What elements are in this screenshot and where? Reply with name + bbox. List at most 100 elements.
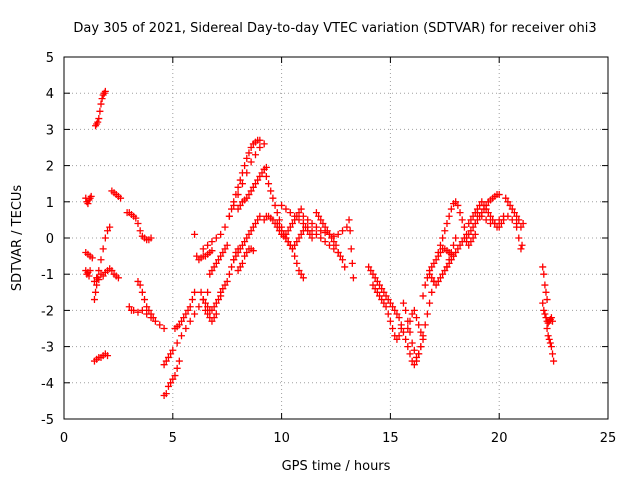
data-point xyxy=(180,314,188,322)
data-point xyxy=(238,180,246,188)
data-point xyxy=(199,296,207,304)
data-point xyxy=(415,350,423,358)
data-point xyxy=(408,310,416,318)
x-tick-label: 10 xyxy=(273,431,290,446)
data-point xyxy=(328,234,336,242)
data-point xyxy=(489,216,497,224)
series-arc-13 xyxy=(171,288,199,332)
data-point xyxy=(395,314,403,322)
data-point xyxy=(469,212,477,220)
data-point xyxy=(399,299,407,307)
data-point xyxy=(84,200,92,208)
data-point xyxy=(321,238,329,246)
data-point xyxy=(167,350,175,358)
data-point xyxy=(426,270,434,278)
data-point xyxy=(445,259,453,267)
y-tick-label: -2 xyxy=(41,304,54,319)
series-arc-6 xyxy=(90,350,112,365)
data-point xyxy=(286,223,294,231)
data-point xyxy=(151,317,159,325)
data-point xyxy=(343,223,351,231)
data-points xyxy=(82,87,558,399)
data-point xyxy=(547,314,555,322)
data-point xyxy=(149,314,157,322)
data-point xyxy=(258,169,266,177)
data-point xyxy=(467,227,475,235)
data-point xyxy=(169,346,177,354)
data-point xyxy=(510,209,518,217)
data-point xyxy=(141,296,149,304)
data-point xyxy=(134,277,142,285)
data-point xyxy=(234,205,242,213)
data-point xyxy=(319,220,327,228)
data-point xyxy=(212,299,220,307)
data-point xyxy=(238,259,246,267)
data-point xyxy=(160,361,168,369)
data-point xyxy=(312,223,320,231)
data-point xyxy=(208,317,216,325)
data-point xyxy=(471,220,479,228)
data-point xyxy=(543,325,551,332)
data-point xyxy=(162,357,170,365)
data-point xyxy=(208,306,216,314)
data-point xyxy=(382,303,390,311)
data-point xyxy=(415,321,423,329)
data-point xyxy=(260,216,268,224)
data-point xyxy=(504,198,512,206)
data-point xyxy=(138,306,146,314)
data-point xyxy=(254,176,262,184)
data-point xyxy=(393,335,401,343)
data-point xyxy=(432,281,440,289)
series-arc-7 xyxy=(90,265,122,285)
data-point xyxy=(546,339,554,347)
series-arc-15 xyxy=(191,230,216,264)
data-point xyxy=(280,230,288,238)
data-point xyxy=(540,270,548,278)
data-point xyxy=(332,241,340,249)
data-point xyxy=(262,172,270,180)
data-point xyxy=(204,241,212,249)
data-point xyxy=(232,191,240,199)
data-point xyxy=(210,314,218,322)
data-point xyxy=(145,306,153,314)
data-point xyxy=(317,216,325,224)
data-point xyxy=(395,332,403,340)
data-point xyxy=(447,256,455,264)
data-point xyxy=(486,212,494,220)
data-point xyxy=(225,212,233,220)
data-point xyxy=(450,252,458,260)
data-point xyxy=(186,303,194,311)
data-point xyxy=(441,227,449,235)
y-tick-label: 4 xyxy=(46,87,54,102)
data-point xyxy=(473,216,481,224)
data-point xyxy=(178,332,186,340)
data-point xyxy=(308,220,316,228)
y-tick-label: 1 xyxy=(46,196,54,211)
data-point xyxy=(299,212,307,220)
data-point xyxy=(101,234,109,242)
series-arc-18 xyxy=(199,140,268,253)
data-point xyxy=(104,227,112,235)
data-point xyxy=(186,317,194,325)
data-point xyxy=(269,216,277,224)
data-point xyxy=(306,230,314,238)
data-point xyxy=(236,263,244,271)
data-point xyxy=(454,245,462,253)
data-point xyxy=(469,234,477,242)
data-point xyxy=(94,118,102,126)
data-point xyxy=(210,263,218,271)
data-point xyxy=(217,252,225,260)
series-arc-9 xyxy=(123,209,155,244)
data-point xyxy=(188,296,196,304)
data-point xyxy=(160,325,168,332)
data-point xyxy=(348,259,356,267)
data-point xyxy=(273,209,281,217)
data-point xyxy=(243,234,251,242)
data-point xyxy=(443,220,451,228)
data-point xyxy=(336,252,344,260)
data-point xyxy=(452,198,460,206)
series-arc-39 xyxy=(426,234,460,289)
data-point xyxy=(402,306,410,314)
data-point xyxy=(243,248,251,256)
data-point xyxy=(167,379,175,387)
